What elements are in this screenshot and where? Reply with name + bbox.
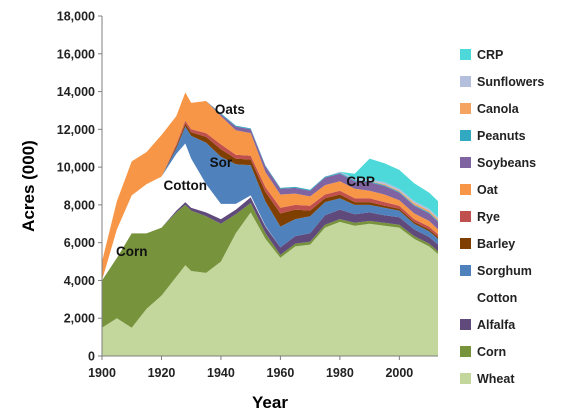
x-tick-label: 1900 (88, 366, 116, 380)
legend-swatch-soybeans (460, 157, 471, 168)
area-corn (102, 203, 438, 328)
legend-label-sunflowers: Sunflowers (477, 75, 544, 89)
legend-label-canola: Canola (477, 102, 520, 116)
legend-swatch-barley (460, 238, 471, 249)
legend-label-rye: Rye (477, 210, 500, 224)
legend-swatch-alfalfa (460, 319, 471, 330)
y-tick-label: 10,000 (57, 161, 95, 175)
y-tick-label: 14,000 (57, 85, 95, 99)
legend-label-crp: CRP (477, 48, 503, 62)
legend-label-corn: Corn (477, 345, 506, 359)
y-tick-label: 12,000 (57, 123, 95, 137)
x-axis-title: Year (252, 393, 288, 412)
y-tick-label: 4,000 (64, 274, 95, 288)
y-tick-label: 16,000 (57, 47, 95, 61)
legend-label-wheat: Wheat (477, 372, 515, 386)
legend: CRP Sunflowers Canola Peanuts Soybeans Oat Rye… (460, 48, 544, 386)
legend-label-soybeans: Soybeans (477, 156, 536, 170)
x-tick-label: 1920 (148, 366, 176, 380)
area-oat (102, 92, 438, 281)
areas-layer (102, 92, 438, 356)
legend-swatch-crp (460, 49, 471, 60)
area-alfalfa (102, 197, 438, 281)
area-cotton (102, 143, 438, 281)
legend-label-sorghum: Sorghum (477, 264, 532, 278)
x-tick-label: 1980 (326, 366, 354, 380)
annotation-oats: Oats (215, 102, 245, 117)
legend-swatch-cotton (460, 292, 471, 303)
legend-label-barley: Barley (477, 237, 515, 251)
legend-swatch-wheat (460, 373, 471, 384)
y-axis-title: Acres (000) (19, 140, 38, 232)
legend-swatch-sorghum (460, 265, 471, 276)
x-tick-label: 1960 (267, 366, 295, 380)
y-tick-label: 18,000 (57, 10, 95, 24)
legend-swatch-corn (460, 346, 471, 357)
legend-swatch-oat (460, 184, 471, 195)
area-barley (102, 123, 438, 281)
annotation-crp: CRP (346, 174, 375, 189)
annotation-sor: Sor (210, 155, 233, 170)
axes-layer: 0 2,000 4,000 6,000 8,000 10,000 12,000 14,000 1… (57, 10, 438, 380)
y-tick-label: 6,000 (64, 236, 95, 250)
annotation-cotton: Cotton (164, 178, 207, 193)
area-rye (102, 120, 438, 281)
legend-swatch-peanuts (460, 130, 471, 141)
legend-label-alfalfa: Alfalfa (477, 318, 516, 332)
y-tick-label: 2,000 (64, 312, 95, 326)
legend-label-cotton: Cotton (477, 291, 517, 305)
area-wheat (102, 212, 438, 356)
area-crp (102, 92, 438, 262)
legend-label-peanuts: Peanuts (477, 129, 526, 143)
legend-swatch-sunflowers (460, 76, 471, 87)
legend-swatch-canola (460, 103, 471, 114)
y-tick-label: 0 (88, 350, 95, 364)
area-soybeans (102, 92, 438, 262)
x-tick-label: 1940 (207, 366, 235, 380)
annotation-corn: Corn (116, 244, 148, 259)
x-tick-label: 2000 (385, 366, 413, 380)
legend-swatch-rye (460, 211, 471, 222)
y-tick-label: 8,000 (64, 198, 95, 212)
legend-label-oat: Oat (477, 183, 499, 197)
